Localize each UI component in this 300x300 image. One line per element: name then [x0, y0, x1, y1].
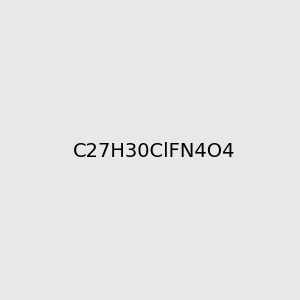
Text: C27H30ClFN4O4: C27H30ClFN4O4: [73, 142, 235, 161]
